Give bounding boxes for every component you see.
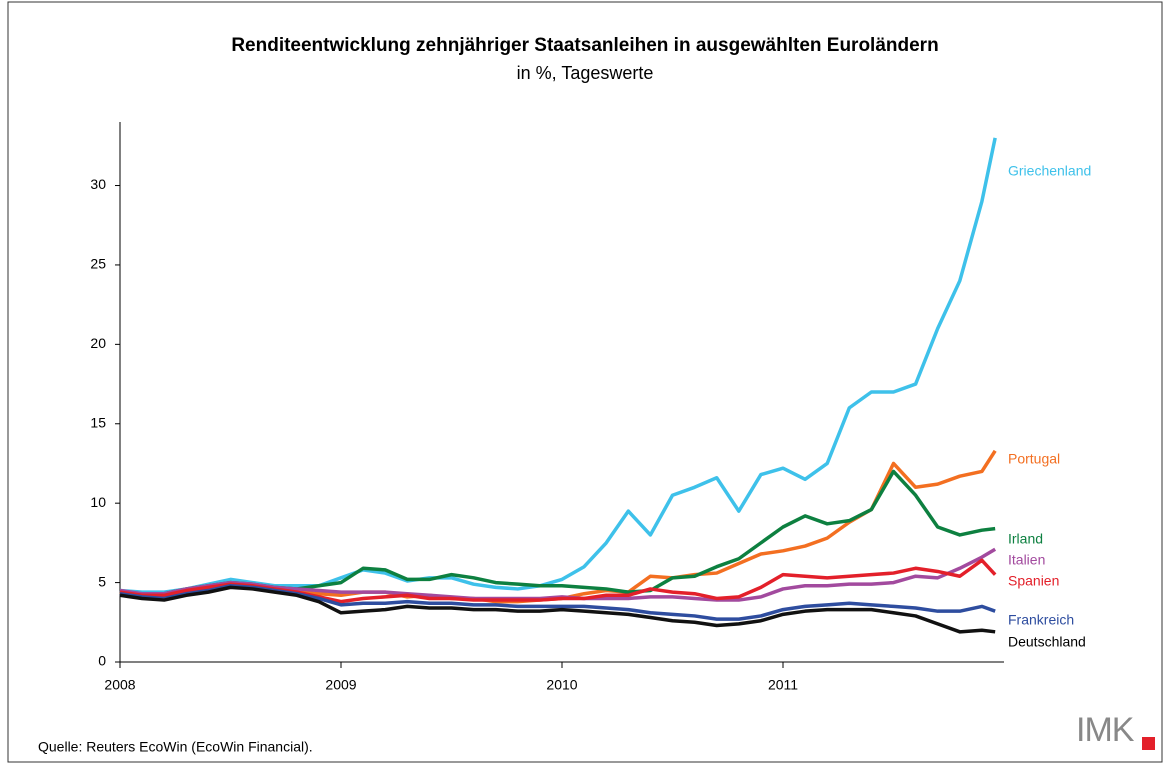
y-tick-label: 30 <box>90 176 106 192</box>
series-label: Irland <box>1008 531 1043 547</box>
y-tick-label: 15 <box>90 414 106 430</box>
y-tick-label: 25 <box>90 256 106 272</box>
x-tick-label: 2009 <box>325 677 356 693</box>
y-tick-label: 20 <box>90 335 106 351</box>
frame <box>7 1 1163 763</box>
chart-subtitle: in %, Tageswerte <box>517 63 654 83</box>
y-tick-label: 10 <box>90 494 106 510</box>
logo-square <box>1142 737 1155 750</box>
y-tick-label: 5 <box>98 573 106 589</box>
x-tick-label: 2008 <box>104 677 135 693</box>
series-label: Deutschland <box>1008 634 1086 650</box>
y-tick-label: 0 <box>98 653 106 669</box>
series-label: Griechenland <box>1008 163 1091 179</box>
series-label: Italien <box>1008 552 1045 568</box>
x-tick-label: 2011 <box>768 677 798 693</box>
source-note: Quelle: Reuters EcoWin (EcoWin Financial… <box>38 739 313 755</box>
series-label: Portugal <box>1008 451 1060 467</box>
series-label: Spanien <box>1008 573 1059 589</box>
series-line <box>119 137 997 594</box>
series-line <box>119 584 996 621</box>
series-line <box>119 585 996 634</box>
series-label: Frankreich <box>1008 612 1074 628</box>
logo: IMK <box>1076 711 1135 749</box>
chart-title: Renditeentwicklung zehnjähriger Staatsan… <box>231 35 938 56</box>
x-tick-label: 2010 <box>546 677 577 693</box>
